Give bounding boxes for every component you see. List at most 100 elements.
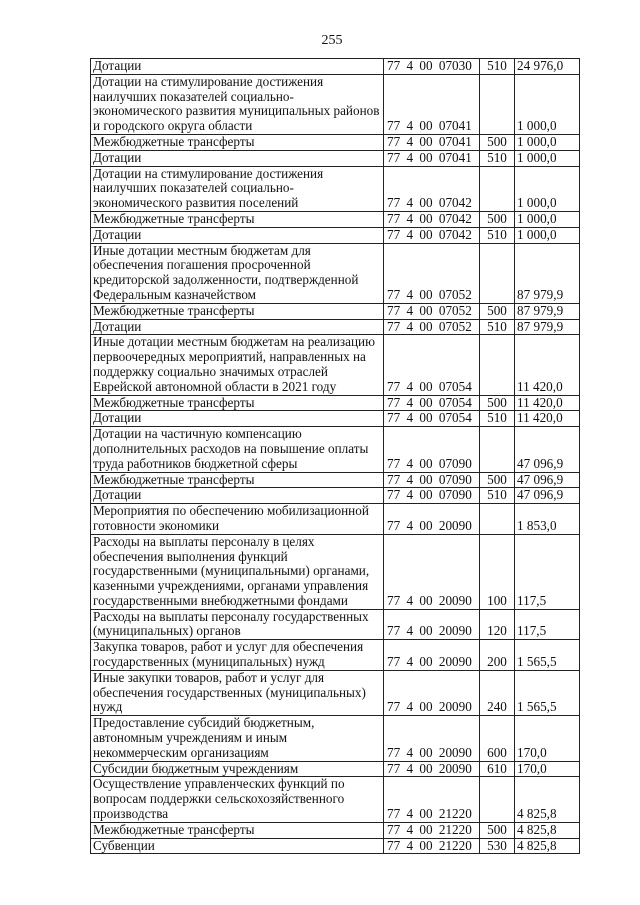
table-row: Мероприятия по обеспечению мобилизационн… bbox=[90, 503, 580, 535]
table-row: Субвенции 77 4 00 21220 530 4 825,8 bbox=[90, 837, 580, 855]
row-name: Межбюджетные трансферты bbox=[90, 821, 384, 839]
expense-type: 510 bbox=[479, 58, 515, 75]
table-row: Субсидии бюджетным учреждениям 77 4 00 20… bbox=[90, 760, 580, 778]
target-code: 77 4 00 20090 bbox=[383, 533, 480, 610]
table-row: Расходы на выплаты персоналу в целях обе… bbox=[90, 533, 580, 610]
table-row: Дотации 77 4 00 07041 510 1 000,0 bbox=[90, 149, 580, 167]
amount: 11 420,0 bbox=[514, 410, 580, 428]
amount: 4 825,8 bbox=[514, 821, 580, 839]
table-row: Дотации на частичную компенсацию дополни… bbox=[90, 426, 580, 473]
amount: 1 000,0 bbox=[514, 149, 580, 167]
row-name: Иные дотации местным бюджетам для обеспе… bbox=[90, 242, 384, 304]
table-row: Иные закупки товаров, работ и услуг для … bbox=[90, 669, 580, 717]
row-name: Дотации на частичную компенсацию дополни… bbox=[90, 426, 384, 473]
target-code: 77 4 00 20090 bbox=[383, 669, 480, 717]
target-code: 77 4 00 07090 bbox=[383, 426, 480, 473]
row-name: Расходы на выплаты персоналу в целях обе… bbox=[90, 533, 384, 610]
page-number: 255 bbox=[321, 33, 343, 48]
row-name: Закупка товаров, работ и услуг для обесп… bbox=[90, 639, 384, 671]
row-name: Мероприятия по обеспечению мобилизационн… bbox=[90, 503, 384, 535]
amount: 1 000,0 bbox=[514, 226, 580, 244]
target-code: 77 4 00 07090 bbox=[383, 471, 480, 489]
target-code: 77 4 00 20090 bbox=[383, 760, 480, 778]
target-code: 77 4 00 07052 bbox=[383, 302, 480, 320]
row-name: Дотации bbox=[90, 226, 384, 244]
expense-type bbox=[479, 165, 515, 212]
amount: 1 000,0 bbox=[514, 73, 580, 135]
row-name: Межбюджетные трансферты bbox=[90, 302, 384, 320]
target-code: 77 4 00 07090 bbox=[383, 487, 480, 505]
table-row: Межбюджетные трансферты 77 4 00 21220 500 4… bbox=[90, 821, 580, 839]
expense-type: 500 bbox=[479, 471, 515, 489]
expense-type: 500 bbox=[479, 302, 515, 320]
row-name: Межбюджетные трансферты bbox=[90, 471, 384, 489]
table-row: Межбюджетные трансферты 77 4 00 07052 500 8… bbox=[90, 302, 580, 320]
row-name: Дотации bbox=[90, 58, 384, 75]
target-code: 77 4 00 20090 bbox=[383, 503, 480, 535]
amount: 11 420,0 bbox=[514, 394, 580, 412]
row-name: Субвенции bbox=[90, 837, 384, 855]
table-row: Дотации 77 4 00 07030 510 24 976,0 bbox=[90, 58, 580, 75]
expense-type: 500 bbox=[479, 133, 515, 151]
row-name: Иные дотации местным бюджетам на реализа… bbox=[90, 334, 384, 396]
target-code: 77 4 00 07041 bbox=[383, 149, 480, 167]
amount: 170,0 bbox=[514, 715, 580, 762]
row-name: Иные закупки товаров, работ и услуг для … bbox=[90, 669, 384, 717]
expense-type bbox=[479, 503, 515, 535]
row-name: Дотации на стимулирование достижения наи… bbox=[90, 165, 384, 212]
target-code: 77 4 00 20090 bbox=[383, 608, 480, 641]
table-row: Дотации 77 4 00 07054 510 11 420,0 bbox=[90, 410, 580, 428]
row-name: Дотации bbox=[90, 487, 384, 505]
expense-type bbox=[479, 73, 515, 135]
amount: 24 976,0 bbox=[514, 58, 580, 75]
expense-type: 510 bbox=[479, 226, 515, 244]
table-row: Осуществление управленческих функций по … bbox=[90, 776, 580, 823]
target-code: 77 4 00 20090 bbox=[383, 715, 480, 762]
expense-type bbox=[479, 334, 515, 396]
table-row: Закупка товаров, работ и услуг для обесп… bbox=[90, 639, 580, 671]
table-body: Дотации 77 4 00 07030 510 24 976,0 Дотации н… bbox=[90, 58, 580, 855]
expense-type: 120 bbox=[479, 608, 515, 641]
row-name: Субсидии бюджетным учреждениям bbox=[90, 760, 384, 778]
expense-type: 510 bbox=[479, 410, 515, 428]
target-code: 77 4 00 07042 bbox=[383, 226, 480, 244]
amount: 1 565,5 bbox=[514, 639, 580, 671]
amount: 1 000,0 bbox=[514, 210, 580, 228]
amount: 1 000,0 bbox=[514, 133, 580, 151]
target-code: 77 4 00 07054 bbox=[383, 394, 480, 412]
row-name: Межбюджетные трансферты bbox=[90, 394, 384, 412]
amount: 47 096,9 bbox=[514, 426, 580, 473]
table-row: Расходы на выплаты персоналу государстве… bbox=[90, 608, 580, 641]
expense-type: 600 bbox=[479, 715, 515, 762]
expense-type bbox=[479, 426, 515, 473]
expense-type: 530 bbox=[479, 837, 515, 855]
row-name: Предоставление субсидий бюджетным, автон… bbox=[90, 715, 384, 762]
expense-type: 610 bbox=[479, 760, 515, 778]
table-row: Дотации 77 4 00 07052 510 87 979,9 bbox=[90, 318, 580, 336]
target-code: 77 4 00 07052 bbox=[383, 242, 480, 304]
target-code: 77 4 00 07054 bbox=[383, 334, 480, 396]
amount: 117,5 bbox=[514, 608, 580, 641]
table-row: Дотации на стимулирование достижения наи… bbox=[90, 165, 580, 212]
table-row: Иные дотации местным бюджетам на реализа… bbox=[90, 334, 580, 396]
amount: 170,0 bbox=[514, 760, 580, 778]
target-code: 77 4 00 07030 bbox=[383, 58, 480, 75]
table-row: Межбюджетные трансферты 77 4 00 07054 500 1… bbox=[90, 394, 580, 412]
target-code: 77 4 00 07052 bbox=[383, 318, 480, 336]
table-row: Дотации 77 4 00 07042 510 1 000,0 bbox=[90, 226, 580, 244]
expense-type: 500 bbox=[479, 210, 515, 228]
amount: 87 979,9 bbox=[514, 318, 580, 336]
expense-type: 200 bbox=[479, 639, 515, 671]
row-name: Дотации на стимулирование достижения наи… bbox=[90, 73, 384, 135]
table-row: Предоставление субсидий бюджетным, автон… bbox=[90, 715, 580, 762]
expense-type bbox=[479, 242, 515, 304]
table-row: Межбюджетные трансферты 77 4 00 07042 500 1… bbox=[90, 210, 580, 228]
amount: 47 096,9 bbox=[514, 487, 580, 505]
row-name: Расходы на выплаты персоналу государстве… bbox=[90, 608, 384, 641]
amount: 87 979,9 bbox=[514, 242, 580, 304]
budget-table: Дотации 77 4 00 07030 510 24 976,0 Дотации н… bbox=[90, 58, 580, 855]
expense-type: 510 bbox=[479, 149, 515, 167]
row-name: Дотации bbox=[90, 318, 384, 336]
table-row: Межбюджетные трансферты 77 4 00 07041 500 1… bbox=[90, 133, 580, 151]
target-code: 77 4 00 20090 bbox=[383, 639, 480, 671]
